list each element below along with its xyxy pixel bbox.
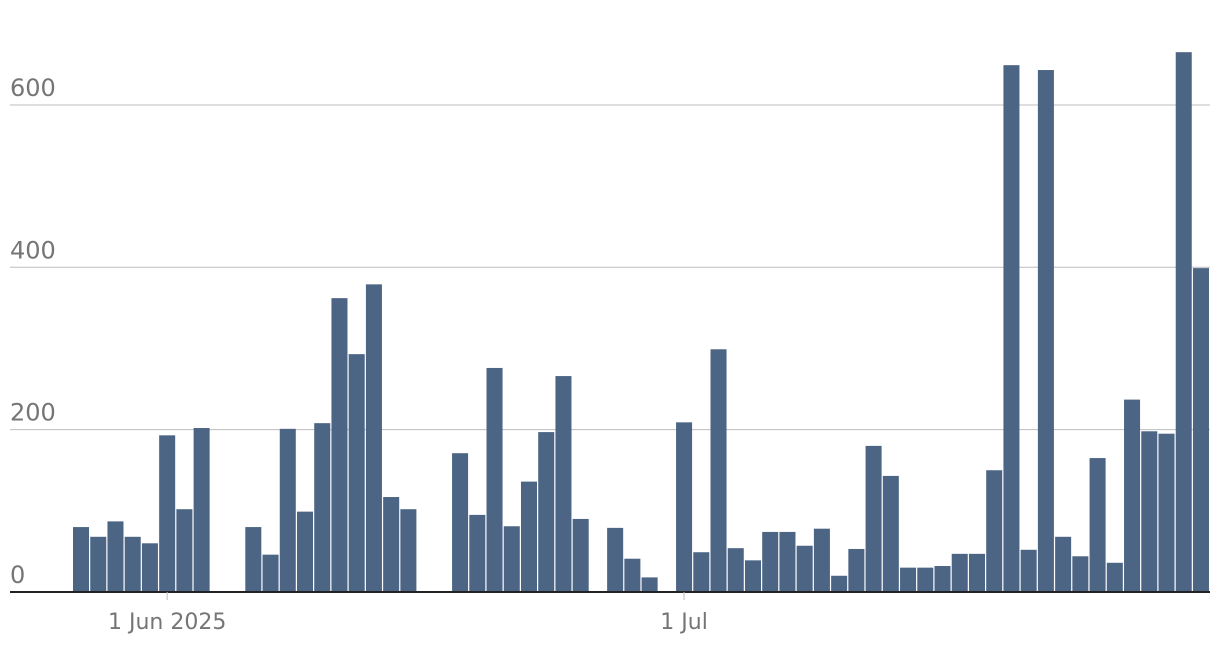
bar xyxy=(503,526,520,592)
bar xyxy=(331,298,348,592)
bar xyxy=(968,553,985,592)
y-tick-label: 600 xyxy=(10,74,56,102)
bar xyxy=(1003,65,1020,593)
bar xyxy=(779,531,796,592)
y-tick-label: 200 xyxy=(10,399,56,427)
bar xyxy=(141,543,158,592)
bar xyxy=(90,536,107,592)
bar xyxy=(176,509,193,592)
bar xyxy=(831,575,848,592)
bar xyxy=(693,552,710,592)
bar xyxy=(365,284,382,592)
y-tick-label: 0 xyxy=(10,561,25,589)
bar xyxy=(245,527,262,592)
bar xyxy=(1072,556,1089,592)
bar xyxy=(1141,431,1158,592)
bar xyxy=(934,566,951,592)
bar xyxy=(348,354,365,592)
bar xyxy=(124,536,141,592)
y-tick-label: 400 xyxy=(10,236,56,264)
bar xyxy=(676,422,693,592)
bar xyxy=(520,481,538,592)
bar xyxy=(107,521,124,592)
bar xyxy=(1175,52,1192,593)
bar xyxy=(607,527,624,592)
x-tick-label: 1 Jun 2025 xyxy=(108,610,226,635)
bar xyxy=(710,349,727,592)
bar xyxy=(1037,70,1054,593)
bar xyxy=(314,423,331,592)
x-tick-label: 1 Jul xyxy=(660,610,708,635)
bar xyxy=(744,560,761,592)
bar xyxy=(624,558,641,592)
bar xyxy=(383,497,400,592)
bar xyxy=(73,527,90,592)
bar xyxy=(882,475,899,592)
bar xyxy=(813,528,830,592)
bar xyxy=(572,518,589,592)
bar xyxy=(555,376,572,592)
bar xyxy=(1106,562,1123,592)
bar xyxy=(452,453,469,592)
bar xyxy=(1192,268,1209,592)
bar xyxy=(469,514,486,592)
bar xyxy=(486,367,503,592)
bar xyxy=(641,577,658,592)
bar xyxy=(1158,433,1175,592)
bar xyxy=(279,428,296,592)
bar xyxy=(1020,549,1037,592)
bar xyxy=(262,554,279,592)
bar xyxy=(796,545,813,592)
bar xyxy=(159,435,176,592)
bar xyxy=(727,548,744,592)
bar xyxy=(865,445,882,592)
bar xyxy=(1055,536,1072,592)
bar xyxy=(1089,458,1106,592)
bar xyxy=(1124,399,1141,592)
bar xyxy=(193,428,210,592)
bar xyxy=(296,511,314,592)
bar xyxy=(986,470,1003,592)
bar xyxy=(762,531,779,592)
bar xyxy=(400,509,417,592)
bar xyxy=(951,553,968,592)
bar xyxy=(900,567,917,592)
bar xyxy=(848,548,865,592)
bar xyxy=(917,567,934,592)
bar xyxy=(538,432,555,592)
